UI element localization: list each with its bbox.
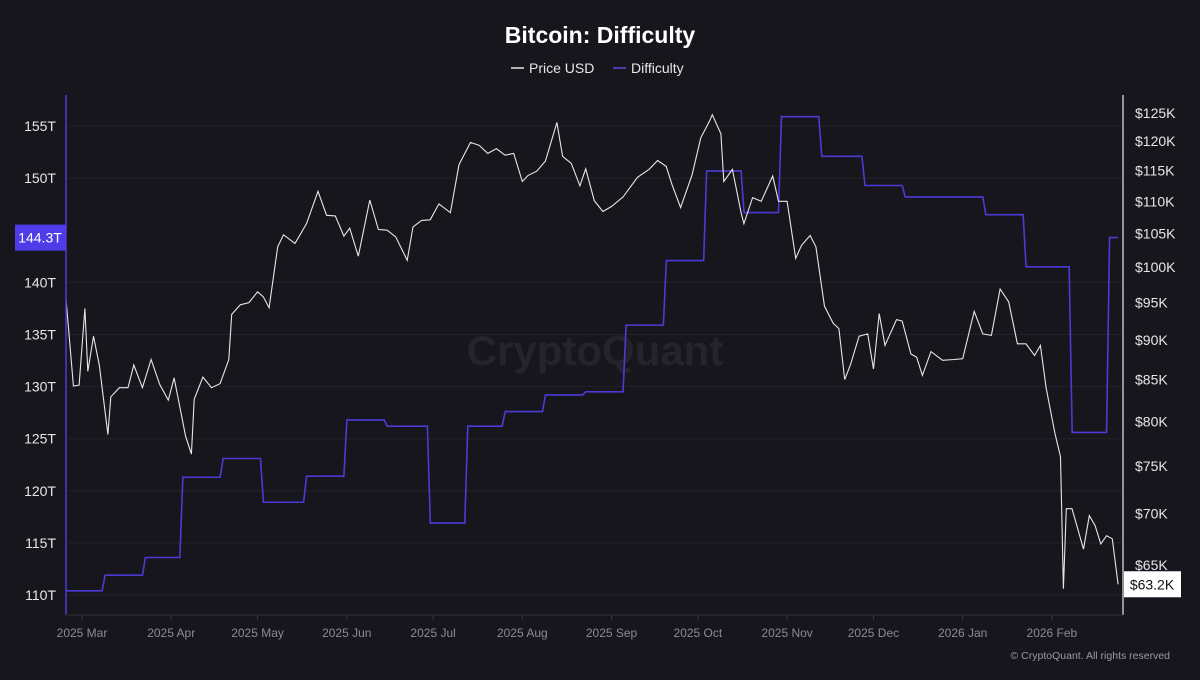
x-tick-label: 2025 Jun xyxy=(322,626,371,640)
x-tick-label: 2026 Feb xyxy=(1027,626,1078,640)
left-tick-label: 135T xyxy=(24,327,56,343)
right-tick-label: $95K xyxy=(1135,295,1168,311)
left-tick-label: 120T xyxy=(24,483,56,499)
legend-price-label[interactable]: Price USD xyxy=(529,60,594,76)
x-tick-label: 2025 Jul xyxy=(410,626,455,640)
chart-title: Bitcoin: Difficulty xyxy=(505,22,696,48)
x-tick-label: 2025 Apr xyxy=(147,626,195,640)
x-tick-label: 2025 Oct xyxy=(674,626,723,640)
difficulty-line xyxy=(66,115,1119,592)
right-tick-label: $115K xyxy=(1135,163,1175,179)
legend-difficulty-label: Difficulty xyxy=(631,60,684,76)
watermark: CryptoQuant xyxy=(467,327,724,374)
x-tick-label: 2025 May xyxy=(231,626,284,640)
left-tick-label: 130T xyxy=(24,379,56,395)
difficulty-current-badge: 144.3T xyxy=(15,224,66,251)
x-tick-label: 2025 Mar xyxy=(57,626,108,640)
x-tick-label: 2025 Sep xyxy=(586,626,638,640)
left-tick-label: 140T xyxy=(24,274,56,290)
price-line xyxy=(65,113,1119,589)
x-tick-label: 2025 Dec xyxy=(848,626,899,640)
x-tick-label: 2025 Nov xyxy=(761,626,812,640)
right-tick-label: $100K xyxy=(1135,259,1176,275)
x-axis: 2025 Mar 2025 Apr 2025 May 2025 Jun 2025 Jul… xyxy=(57,615,1078,640)
left-axis: 110T 115T 120T 125T 130T 135T 140T 150T 155T xyxy=(24,118,56,603)
copyright: © CryptoQuant. All rights reserved xyxy=(1011,650,1171,662)
legend[interactable]: Price USD Difficulty xyxy=(511,60,684,76)
left-tick-label: 110T xyxy=(25,587,56,603)
right-tick-label: $125K xyxy=(1135,105,1176,121)
left-tick-label: 125T xyxy=(24,431,56,447)
left-tick-label: 150T xyxy=(24,170,56,186)
x-tick-label: 2025 Aug xyxy=(497,626,548,640)
gridlines xyxy=(66,125,1123,596)
price-current-label: $63.2K xyxy=(1130,576,1175,592)
series-lines xyxy=(65,113,1119,592)
price-current-badge: $63.2K xyxy=(1124,571,1181,598)
right-tick-label: $65K xyxy=(1135,557,1168,573)
right-axis: $65K $70K $75K $80K $85K $90K $95K $100K $105K $1… xyxy=(1135,105,1176,573)
right-tick-label: $105K xyxy=(1135,225,1176,241)
right-tick-label: $90K xyxy=(1135,332,1168,348)
right-tick-label: $70K xyxy=(1135,506,1168,522)
right-tick-label: $120K xyxy=(1135,133,1176,149)
x-tick-label: 2026 Jan xyxy=(938,626,987,640)
right-tick-label: $85K xyxy=(1135,371,1168,387)
left-tick-label: 155T xyxy=(24,118,56,134)
left-tick-label: 115T xyxy=(25,535,56,551)
right-tick-label: $75K xyxy=(1135,458,1168,474)
difficulty-current-label: 144.3T xyxy=(18,230,62,246)
right-tick-label: $110K xyxy=(1135,193,1175,209)
right-tick-label: $80K xyxy=(1135,413,1168,429)
